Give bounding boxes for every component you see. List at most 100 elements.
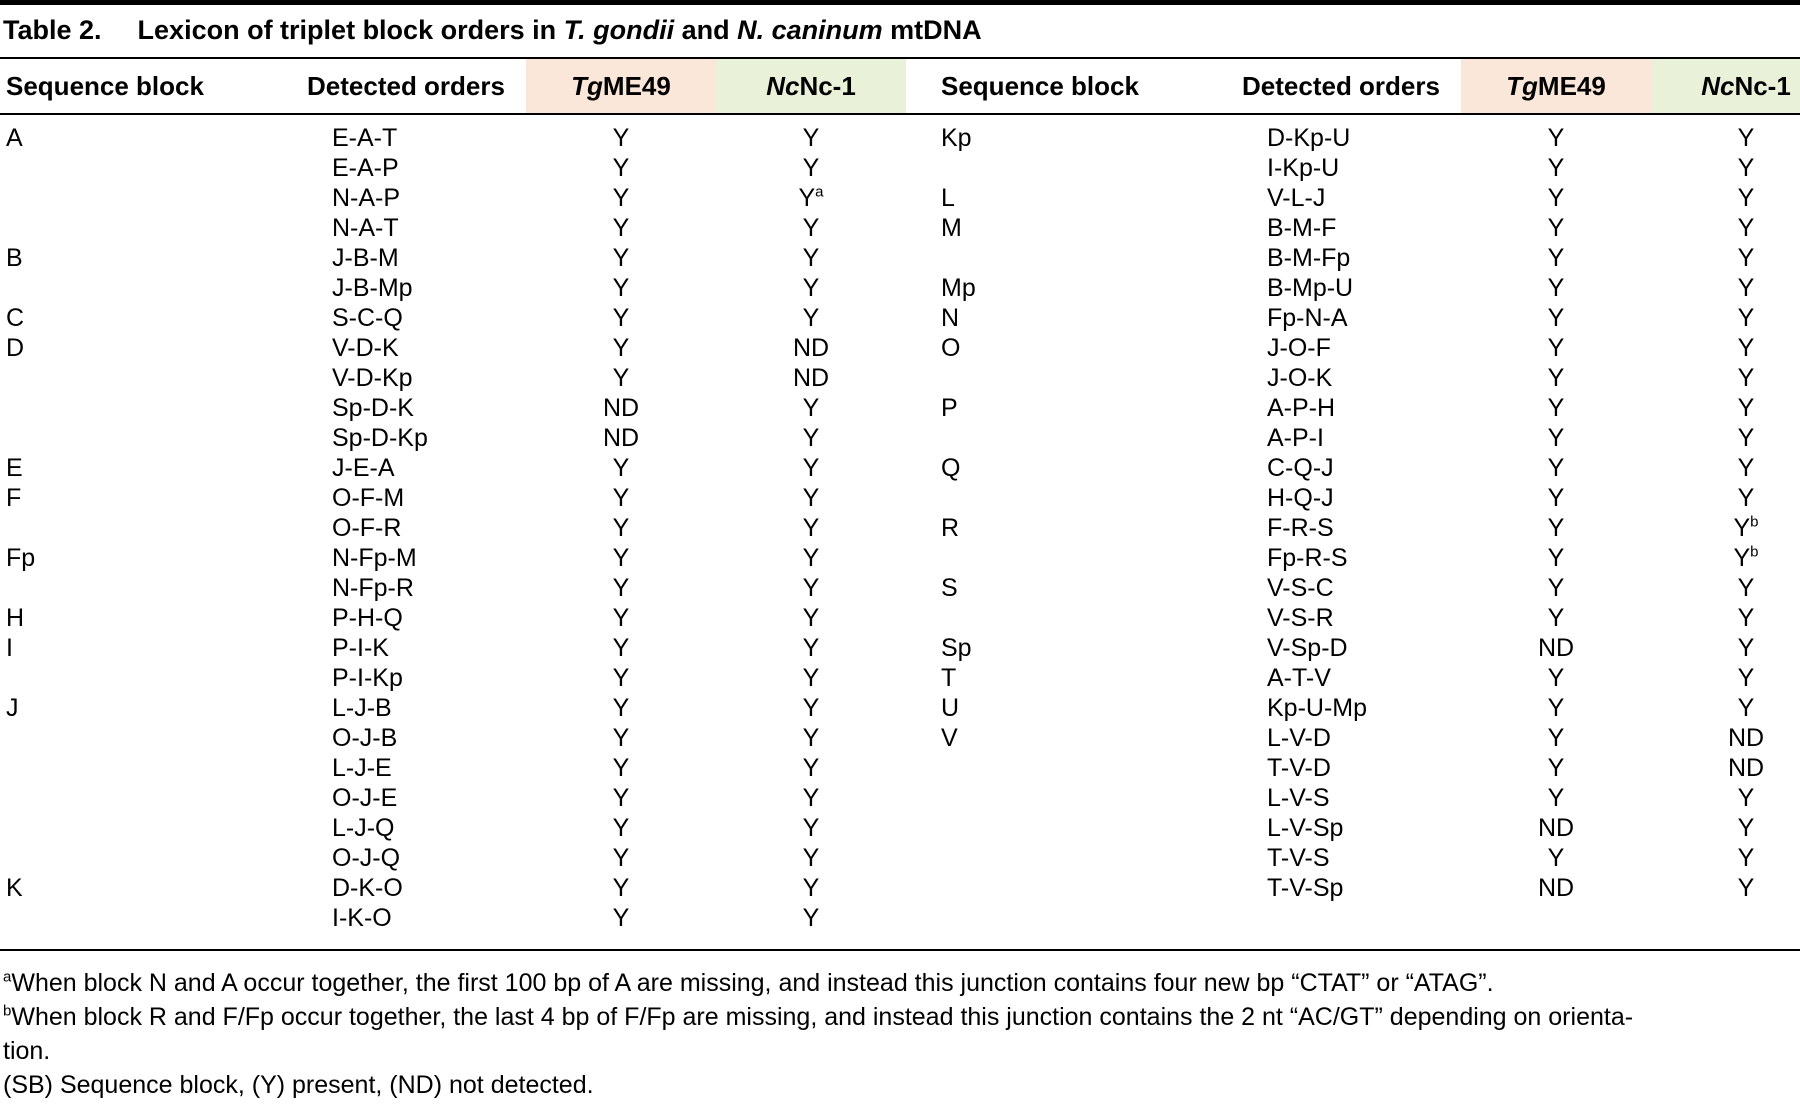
sequence-block-cell xyxy=(941,783,1221,813)
footnote-line: tion. xyxy=(3,1037,51,1065)
footnote: bWhen block R and F/Fp occur together, t… xyxy=(3,1000,1796,1068)
tgme49-value-cell: Y xyxy=(1547,844,1565,872)
tgme49-value-cell: Y xyxy=(612,184,630,212)
nc1-value-cell: Y xyxy=(1737,784,1755,812)
nc1-value-cell: ND xyxy=(792,334,830,362)
nc1-value-cell: Y xyxy=(802,604,820,632)
detected-order-cell: Kp-U-Mp xyxy=(1267,694,1368,722)
nc1-value-cell: Y xyxy=(1737,334,1755,362)
nc1-value-cell: Y xyxy=(802,904,820,932)
nc1-value-cell: Y xyxy=(1737,244,1755,272)
col-header-detected-orders: Detected orders xyxy=(307,70,505,101)
sequence-block-cell xyxy=(6,663,286,693)
sequence-block-cell xyxy=(6,363,286,393)
sequence-block-cell: N xyxy=(941,304,960,332)
nc1-value-cell: Ya xyxy=(798,183,824,212)
detected-order-cell: H-Q-J xyxy=(1267,484,1334,512)
nc1-value-cell: Y xyxy=(1737,214,1755,242)
tg-strain: ME49 xyxy=(602,70,671,101)
nc1-value-cell: Y xyxy=(1737,184,1755,212)
nc1-value-cell: Y xyxy=(1737,454,1755,482)
footnote-marker: b xyxy=(3,1002,12,1020)
nc1-value-cell: Y xyxy=(802,634,820,662)
detected-order-cell: J-O-F xyxy=(1267,334,1331,362)
tgme49-value-cell: Y xyxy=(1547,574,1565,602)
tgme49-value-cell: Y xyxy=(612,604,630,632)
detected-order-cell: L-V-S xyxy=(1267,784,1330,812)
detected-order-cell: J-E-A xyxy=(332,454,395,482)
nc1-value-cell: Y xyxy=(1737,574,1755,602)
tgme49-value-cell: Y xyxy=(1547,724,1565,752)
footnote-marker: b xyxy=(1750,513,1759,531)
tg-strain: ME49 xyxy=(1537,70,1606,101)
detected-order-cell: T-V-S xyxy=(1267,844,1330,872)
detected-order-cell: V-S-C xyxy=(1267,574,1334,602)
tgme49-value-cell: ND xyxy=(602,394,640,422)
detected-order-cell: N-Fp-M xyxy=(332,544,417,572)
detected-order-cell: Sp-D-Kp xyxy=(332,424,428,452)
detected-order-cell: V-Sp-D xyxy=(1267,634,1348,662)
footnote-marker: a xyxy=(3,968,12,986)
tgme49-value-cell: Y xyxy=(612,304,630,332)
col-header-sequence-block: Sequence block xyxy=(6,70,204,101)
detected-order-cell: B-M-F xyxy=(1267,214,1337,242)
nc1-value-cell: ND xyxy=(792,364,830,392)
species-name: N. caninum xyxy=(737,15,883,45)
nc1-value-cell: Y xyxy=(1737,694,1755,722)
footnote-line: bWhen block R and F/Fp occur together, t… xyxy=(3,1002,1634,1031)
footnote-marker: a xyxy=(815,183,824,201)
nc1-value-cell: Y xyxy=(802,394,820,422)
footnotes: aWhen block N and A occur together, the … xyxy=(0,951,1800,1102)
tgme49-value-cell: ND xyxy=(602,424,640,452)
detected-order-cell: P-I-K xyxy=(332,634,389,662)
footnote-line: aWhen block N and A occur together, the … xyxy=(3,968,1494,997)
detected-order-cell: O-F-R xyxy=(332,514,402,542)
detected-order-cell: J-B-Mp xyxy=(332,274,413,302)
detected-order-cell: J-O-K xyxy=(1267,364,1333,392)
sequence-block-cell xyxy=(941,843,1221,873)
sequence-block-cell: K xyxy=(6,874,23,902)
tgme49-value-cell: Y xyxy=(612,244,630,272)
sequence-block-cell: R xyxy=(941,514,960,542)
sequence-block-cell: A xyxy=(6,124,23,152)
tgme49-value-cell: Y xyxy=(612,484,630,512)
detected-order-cell: L-J-B xyxy=(332,694,392,722)
tgme49-value-cell: Y xyxy=(1547,244,1565,272)
tgme49-value-cell: Y xyxy=(1547,394,1565,422)
tgme49-value-cell: Y xyxy=(612,754,630,782)
tgme49-value-cell: Y xyxy=(1547,154,1565,182)
nc1-value-cell: Y xyxy=(802,664,820,692)
sequence-block-cell xyxy=(941,153,1221,183)
sequence-block-cell xyxy=(6,213,286,243)
nc1-value-cell: Y xyxy=(802,574,820,602)
sequence-block-cell xyxy=(941,483,1221,513)
sequence-block-cell xyxy=(6,753,286,783)
detected-order-cell: B-M-Fp xyxy=(1267,244,1351,272)
tgme49-value-cell: Y xyxy=(612,454,630,482)
sequence-block-cell xyxy=(6,573,286,603)
nc1-value-cell: Y xyxy=(802,784,820,812)
nc1-value-cell: Y xyxy=(1737,844,1755,872)
nc1-value-cell: Y xyxy=(802,124,820,152)
table-title: Table 2. Lexicon of triplet block orders… xyxy=(0,5,1800,57)
detected-order-cell: E-A-T xyxy=(332,124,398,152)
nc1-value-cell: Y xyxy=(1737,274,1755,302)
sequence-block-cell: J xyxy=(6,694,19,722)
nc1-value-cell: Y xyxy=(802,544,820,572)
tgme49-value-cell: Y xyxy=(1547,274,1565,302)
sequence-block-cell: M xyxy=(941,214,962,242)
sequence-block-cell: H xyxy=(6,604,25,632)
sequence-block-cell xyxy=(6,723,286,753)
tgme49-value-cell: ND xyxy=(1537,814,1575,842)
tgme49-value-cell: Y xyxy=(612,544,630,572)
table-caption: Lexicon of triplet block orders in T. go… xyxy=(138,15,982,46)
tgme49-value-cell: Y xyxy=(612,334,630,362)
caption-text: and xyxy=(674,15,738,45)
sequence-block-cell xyxy=(6,813,286,843)
nc1-value-cell: Y xyxy=(1737,814,1755,842)
nc1-value-cell: Y xyxy=(1737,394,1755,422)
detected-order-cell: B-Mp-U xyxy=(1267,274,1354,302)
tgme49-value-cell: ND xyxy=(1537,634,1575,662)
sequence-block-cell xyxy=(941,243,1221,273)
detected-order-cell: L-J-Q xyxy=(332,814,395,842)
